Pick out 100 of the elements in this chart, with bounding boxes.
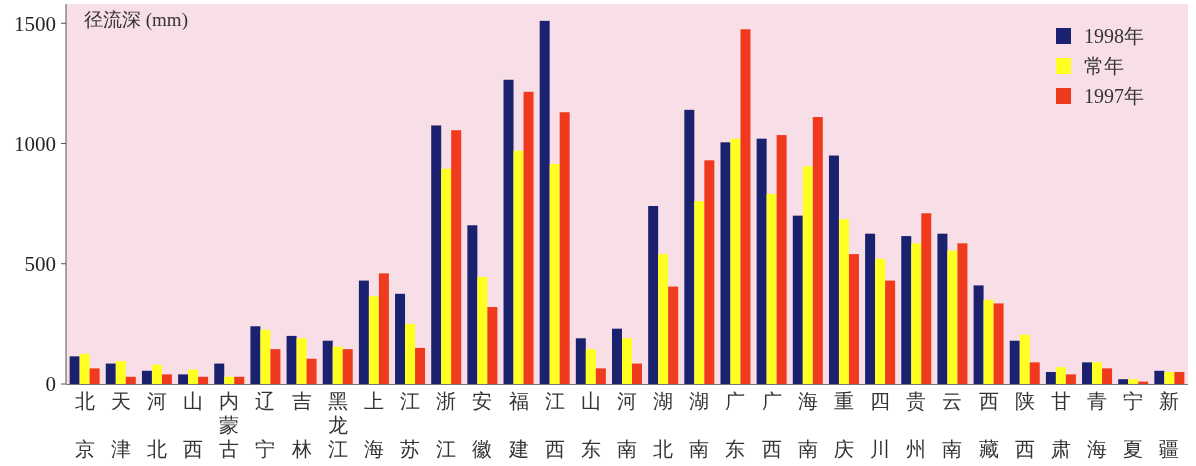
bar bbox=[296, 338, 307, 384]
category-label: 山西 bbox=[183, 390, 204, 460]
bar bbox=[611, 328, 622, 384]
category-label: 甘肃 bbox=[1050, 390, 1071, 460]
bar bbox=[395, 293, 406, 384]
bar bbox=[405, 323, 416, 384]
bar bbox=[431, 125, 442, 384]
bar bbox=[378, 273, 389, 384]
bar bbox=[901, 236, 912, 384]
category-label: 北京 bbox=[74, 390, 95, 460]
bar bbox=[828, 155, 839, 384]
x-tick-label: 内蒙古 bbox=[219, 390, 240, 460]
bar bbox=[1082, 362, 1093, 384]
x-tick-label: 黑龙江 bbox=[327, 390, 348, 460]
bar bbox=[865, 233, 876, 384]
bar bbox=[595, 368, 606, 384]
y-tick-label: 500 bbox=[24, 252, 56, 277]
bar bbox=[1092, 362, 1103, 384]
bar bbox=[983, 299, 994, 384]
bar bbox=[838, 219, 849, 384]
category-label: 河南 bbox=[617, 390, 637, 460]
bar bbox=[1164, 371, 1175, 384]
category-label: 湖北 bbox=[653, 390, 674, 460]
category-label: 广西 bbox=[761, 390, 782, 460]
bar bbox=[125, 376, 136, 384]
bar bbox=[141, 370, 152, 384]
bar bbox=[549, 163, 560, 384]
category-label: 山东 bbox=[580, 390, 601, 460]
legend-label: 1997年 bbox=[1084, 85, 1144, 107]
category-label: 江西 bbox=[544, 390, 565, 460]
bar bbox=[559, 112, 570, 384]
category-label: 上海 bbox=[363, 390, 384, 460]
y-tick-label: 0 bbox=[45, 372, 56, 397]
bar bbox=[332, 346, 343, 384]
bar bbox=[1174, 371, 1185, 384]
bar bbox=[957, 243, 968, 384]
bar bbox=[1065, 374, 1076, 384]
category-label: 宁夏 bbox=[1123, 390, 1144, 460]
bar bbox=[467, 225, 478, 384]
legend-label: 常年 bbox=[1084, 55, 1124, 77]
bar bbox=[973, 285, 984, 384]
bar bbox=[178, 374, 189, 384]
bar bbox=[1102, 368, 1113, 384]
bar bbox=[1029, 362, 1040, 384]
bar bbox=[69, 356, 80, 384]
bar bbox=[322, 340, 333, 384]
bar bbox=[260, 329, 271, 384]
category-label: 西藏 bbox=[978, 390, 999, 460]
category-label: 吉林 bbox=[291, 390, 312, 460]
bar bbox=[694, 201, 705, 384]
category-label: 天津 bbox=[110, 390, 131, 460]
bar bbox=[622, 338, 632, 384]
bar bbox=[1009, 340, 1020, 384]
bar bbox=[648, 206, 659, 384]
bar bbox=[105, 363, 116, 384]
bar bbox=[214, 363, 225, 384]
y-tick-label: 1500 bbox=[14, 11, 56, 36]
bar bbox=[1055, 367, 1066, 384]
bar bbox=[792, 215, 803, 384]
bar bbox=[658, 254, 669, 384]
category-label: 辽宁 bbox=[255, 390, 276, 460]
bar bbox=[921, 213, 932, 384]
bar bbox=[812, 117, 823, 384]
category-label: 湖南 bbox=[689, 390, 710, 460]
bar bbox=[224, 376, 235, 384]
category-label: 云南 bbox=[942, 390, 963, 460]
y-tick-label: 1000 bbox=[14, 131, 56, 156]
category-label: 安徽 bbox=[472, 390, 493, 460]
bar bbox=[513, 150, 524, 384]
bar bbox=[575, 338, 586, 384]
bar bbox=[704, 160, 715, 384]
bar bbox=[1128, 379, 1139, 384]
category-label: 重庆 bbox=[833, 390, 854, 460]
bar bbox=[234, 376, 245, 384]
legend-label: 1998年 bbox=[1084, 25, 1144, 47]
bar bbox=[342, 349, 353, 384]
bar bbox=[993, 303, 1004, 384]
bar bbox=[947, 250, 958, 384]
bar bbox=[151, 364, 162, 384]
bar bbox=[188, 369, 199, 384]
bar bbox=[802, 166, 813, 384]
bar bbox=[1154, 370, 1165, 384]
bar bbox=[766, 194, 777, 384]
bar bbox=[632, 363, 643, 384]
bar bbox=[875, 258, 886, 384]
bar bbox=[585, 349, 596, 384]
bar bbox=[730, 138, 741, 384]
bar bbox=[89, 368, 100, 384]
category-label: 河北 bbox=[146, 390, 167, 460]
bar bbox=[885, 280, 896, 384]
bar bbox=[848, 254, 859, 384]
bar bbox=[477, 276, 488, 384]
bar bbox=[161, 374, 172, 384]
bar bbox=[250, 326, 261, 384]
bar bbox=[286, 335, 297, 384]
category-label: 贵州 bbox=[906, 390, 927, 460]
category-label: 四川 bbox=[870, 390, 891, 460]
bar bbox=[684, 109, 695, 384]
bar bbox=[756, 138, 767, 384]
bar bbox=[668, 286, 679, 384]
